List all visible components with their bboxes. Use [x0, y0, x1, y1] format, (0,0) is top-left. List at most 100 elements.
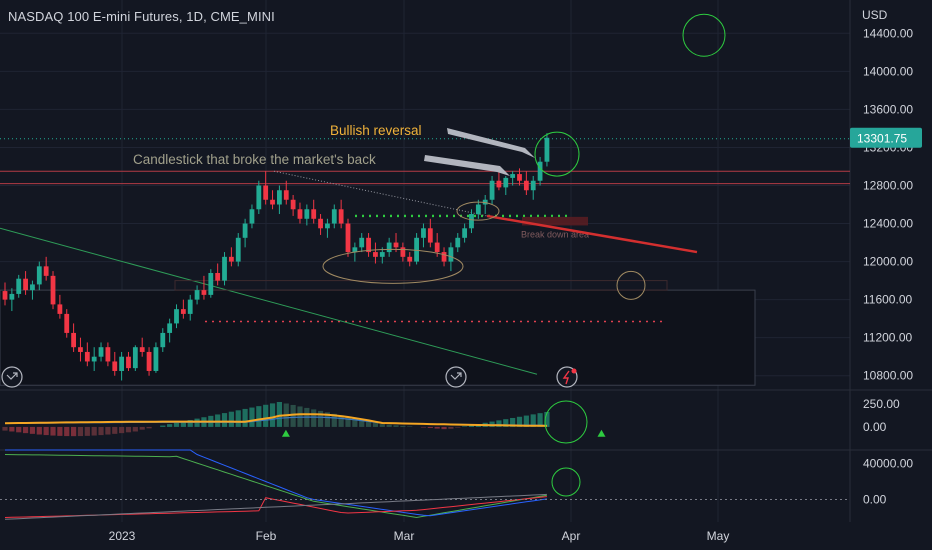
bullish-reversal-label: Bullish reversal [330, 123, 422, 138]
candle-body [71, 332, 76, 348]
histogram-bar [372, 422, 379, 427]
alert-dot [571, 368, 577, 374]
x-tick-label: Apr [562, 529, 581, 543]
histogram-bar [91, 426, 97, 436]
currency-label: USD [862, 8, 888, 22]
candle-body [174, 309, 179, 324]
candle-body [30, 284, 35, 291]
candle-body [119, 356, 125, 371]
candle-body [325, 223, 330, 229]
histogram-bar [276, 402, 282, 427]
target-circle [682, 13, 726, 57]
histogram-bar [400, 425, 406, 427]
histogram-bar [311, 409, 317, 427]
histogram-bar [441, 426, 447, 430]
green-trendline [0, 227, 538, 375]
breakdown-label: Break down area [521, 229, 589, 239]
histogram-bar [119, 426, 125, 434]
candle-body [345, 223, 351, 253]
candle-body [311, 209, 317, 219]
candle-body [9, 293, 15, 300]
bullish-arrow [447, 128, 535, 158]
candle-body [414, 237, 419, 262]
candle-body [379, 252, 385, 257]
breakdown-trendline [486, 214, 698, 254]
osc1-main-line [4, 413, 547, 427]
candle-body [50, 275, 56, 305]
histogram-bar [228, 411, 234, 427]
candle-body [228, 256, 234, 262]
candle-body [304, 209, 310, 219]
histogram-bar [64, 426, 70, 437]
osc2-gray-line [4, 493, 547, 520]
histogram-bar [359, 419, 365, 427]
histogram-bar [139, 426, 145, 430]
x-tick-label: May [707, 529, 730, 543]
histogram-bar [160, 425, 166, 427]
cross-up-marker [281, 429, 290, 437]
histogram-bar [407, 426, 413, 427]
candle-body [366, 237, 371, 253]
candle-body [482, 199, 488, 205]
histogram-bar [105, 426, 111, 435]
histogram-bar [263, 404, 269, 427]
histogram-bar [324, 412, 331, 427]
histogram-bar [180, 421, 186, 427]
histogram-bar [503, 419, 509, 427]
candle-body [448, 247, 454, 262]
histogram-bar [146, 426, 152, 429]
candle-body [167, 323, 173, 333]
candle-body [16, 278, 22, 294]
osc2-y-tick-label: 40000.00 [863, 457, 913, 471]
chart-title: NASDAQ 100 E-mini Futures, 1D, CME_MINI [8, 9, 275, 24]
candle-body [407, 256, 413, 262]
candlestick-label: Candlestick that broke the market's back [133, 152, 376, 167]
histogram-bar [9, 426, 15, 432]
replay-icon [445, 366, 467, 388]
histogram-bar [256, 406, 262, 427]
candle-body [91, 356, 97, 362]
y-tick-label: 11200.00 [863, 331, 912, 345]
bottom-ellipse [322, 248, 464, 284]
replay-icon-glyph [6, 372, 18, 380]
histogram-bar [57, 426, 63, 436]
histogram-bar [50, 426, 56, 436]
x-tick-label: Feb [256, 529, 277, 543]
replay-icon-glyph [450, 372, 462, 380]
candle-body [352, 247, 358, 253]
histogram-bar [2, 426, 8, 431]
histogram-bar [16, 426, 22, 433]
histogram-bar [36, 426, 42, 435]
histogram-bar [167, 424, 173, 427]
histogram-bar [71, 426, 77, 437]
candle-body [215, 273, 221, 281]
y-tick-label: 12000.00 [863, 255, 913, 269]
y-tick-label: 12400.00 [863, 217, 913, 231]
candle-body [373, 252, 378, 257]
histogram-bar [462, 426, 468, 427]
candle-body [84, 351, 90, 362]
breakdown-box [522, 216, 588, 226]
histogram-bar [468, 425, 475, 427]
candle-body [338, 209, 344, 224]
last-price-tag [850, 127, 922, 148]
candle-body [112, 361, 118, 371]
candle-body [263, 185, 269, 200]
histogram-bar [269, 403, 276, 427]
marker-circle [616, 270, 646, 300]
y-tick-label: 14000.00 [863, 64, 913, 78]
candle-body [78, 347, 83, 352]
candle-body [503, 177, 509, 188]
last-price-label: 13301.75 [857, 131, 907, 145]
y-tick-label: 11600.00 [863, 293, 912, 307]
candle-body [455, 237, 461, 248]
histogram-bar [379, 424, 385, 427]
y-tick-label: 13600.00 [863, 102, 913, 116]
histogram-bar [112, 426, 118, 434]
alert-icon-glyph [562, 370, 570, 385]
histogram-bar [448, 426, 454, 429]
osc2-blue-line [5, 449, 547, 517]
candle-body [537, 161, 543, 181]
candle-body [57, 304, 63, 314]
